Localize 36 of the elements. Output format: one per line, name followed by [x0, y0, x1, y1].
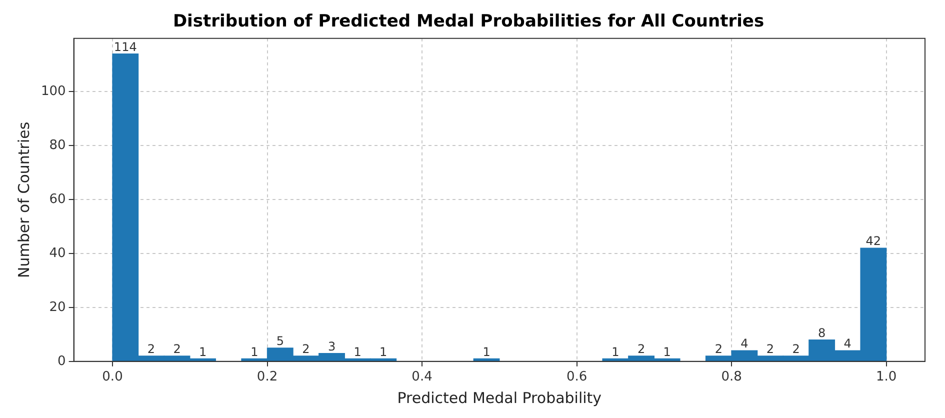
x-axis-title: Predicted Medal Probability: [397, 388, 602, 407]
x-tick-label: 0.4: [412, 370, 432, 385]
data-label: 2: [792, 342, 800, 356]
chart-title: Distribution of Predicted Medal Probabilities for All Countries: [172, 12, 764, 32]
data-label: 114: [114, 40, 137, 54]
data-label: 4: [844, 336, 852, 351]
y-tick-label: 80: [49, 138, 66, 153]
data-label: 2: [302, 342, 310, 356]
data-label: 4: [740, 336, 748, 351]
data-label: 3: [328, 339, 336, 354]
y-tick-label: 20: [49, 300, 66, 315]
data-label: 1: [198, 344, 207, 359]
y-tick-label: 100: [40, 84, 66, 99]
data-label: 8: [818, 326, 826, 340]
data-label: 1: [663, 344, 671, 359]
x-tick-label: 0.0: [102, 370, 123, 385]
data-label: 1: [380, 344, 388, 359]
data-label: 5: [276, 334, 284, 348]
x-tick-label: 0.2: [256, 370, 278, 385]
data-label: 42: [866, 234, 882, 248]
y-tick-label: 60: [49, 192, 66, 207]
data-label: 2: [766, 342, 774, 356]
x-tick-label: 0.6: [566, 370, 588, 385]
x-tick-label: 0.8: [721, 370, 742, 385]
data-label: 2: [147, 342, 156, 356]
data-label: 1: [612, 344, 620, 359]
data-label: 2: [173, 342, 181, 356]
data-label: 2: [714, 342, 722, 356]
y-tick-label: 40: [49, 246, 66, 261]
data-label: 1: [482, 344, 490, 359]
y-axis-title: Number of Countries: [14, 122, 33, 278]
data-label: 1: [250, 344, 258, 359]
data-label: 2: [637, 342, 646, 356]
x-tick-label: 1.0: [876, 370, 897, 385]
data-label: 1: [354, 344, 362, 359]
y-tick-label: 0: [58, 354, 66, 369]
